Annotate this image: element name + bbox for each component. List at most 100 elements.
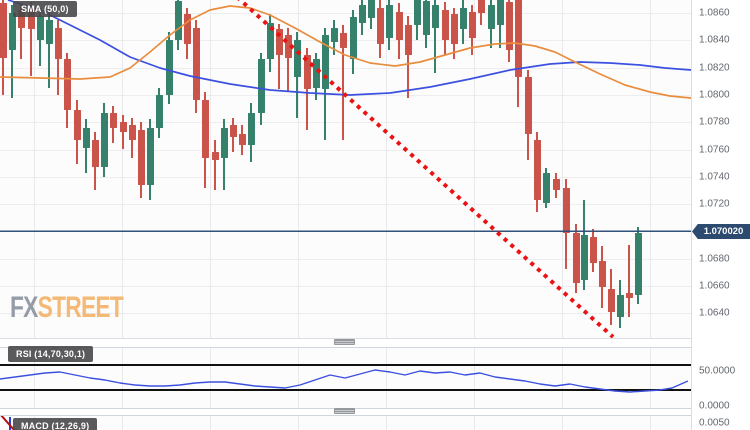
price-tick-label: 1.0820 [699,62,730,74]
time-gridline [650,348,651,408]
candle-body [17,10,25,28]
candle-body [514,0,522,78]
rsi-panel-canvas[interactable] [0,347,691,409]
time-gridline [474,0,475,338]
candle-body [634,232,642,296]
price-tick-label: 1.0840 [699,34,730,46]
time-gridline [34,0,35,338]
candle-body [128,124,136,140]
rsi-band-line [0,389,691,391]
candle-body [607,288,615,312]
price-gridline [0,13,691,14]
candle-body [321,34,329,90]
price-chart-canvas[interactable]: FXSTREET [0,0,691,339]
candle-body [165,40,173,95]
time-gridline [122,416,123,430]
candle-body [358,4,366,23]
candle-body [119,122,127,132]
time-gridline [562,0,563,338]
candle-body [146,127,154,185]
candle-body [496,0,504,26]
candle-wick [20,3,22,60]
candle-body [247,112,255,146]
time-gridline [298,416,299,430]
time-gridline [562,348,563,408]
time-gridline [298,348,299,408]
macd-indicator-badge[interactable]: MACD (12,26,9) [13,418,98,430]
rsi-indicator-badge[interactable]: RSI (14,70,30,1) [8,346,94,362]
price-tick-label: 1.0660 [699,280,730,292]
candle-body [441,10,449,41]
price-gridline [0,177,691,178]
candle-body [413,0,421,26]
time-gridline [650,416,651,430]
macd-lines-svg [0,416,16,430]
candle-body [422,0,430,35]
candle-body [580,235,588,281]
price-gridline [0,286,691,287]
candle-body [468,11,476,38]
candle-body [8,12,16,50]
candle-body [572,232,580,284]
candle-body [505,2,513,50]
candle-body [0,3,7,58]
candle-body [598,261,606,288]
time-gridline [210,348,211,408]
time-gridline [562,416,563,430]
candle-body [625,292,633,299]
rsi-panel-resize-handle[interactable] [334,339,355,345]
price-tick-label: 1.0780 [699,116,730,128]
candle-body [211,152,219,161]
candle-body [63,59,71,110]
candle-body [27,7,35,30]
candle-wick [122,115,124,150]
candle-body [192,27,200,101]
candle-body [533,139,541,200]
candle-body [45,19,53,45]
candle-body [524,77,532,135]
watermark-fx: FX [10,291,38,324]
time-gridline [474,348,475,408]
candle-body [616,295,624,318]
rsi-tick-label: 0.0000 [699,400,730,412]
candle-wick [30,2,32,76]
price-gridline [0,204,691,205]
candle-wick [214,139,216,191]
price-tick-label: 1.0720 [699,198,730,210]
candle-body [220,127,228,158]
price-scale[interactable]: 1.070020 1.0860 1.0840 1.0820 1.0800 1.0780 1… [691,0,750,430]
time-gridline [210,0,211,338]
candle-body [589,236,597,263]
candle-body [552,179,560,191]
price-gridline [0,313,691,314]
candle-body [431,4,439,28]
candle-body [487,4,495,30]
candle-body [275,29,283,56]
macd-tick-label: 0.0050 [699,417,730,429]
candle-body [284,34,292,58]
candle-body [155,94,163,128]
price-gridline [0,259,691,260]
price-tick-label: 1.0760 [699,144,730,156]
candle-body [229,124,237,138]
macd-panel-resize-handle[interactable] [334,408,355,414]
candle-body [477,0,485,13]
time-gridline [122,348,123,408]
price-tick-label: 1.0680 [699,253,730,265]
fxstreet-watermark: FXSTREET [10,291,124,325]
candle-body [330,27,338,42]
price-tick-label: 1.0800 [699,89,730,101]
price-gridline [0,122,691,123]
candle-body [404,25,412,56]
rsi-line-svg [0,369,689,393]
time-gridline [386,348,387,408]
price-overlays [0,0,691,338]
candle-body [293,40,301,78]
candle-wick [628,244,630,318]
candle-body [100,112,108,168]
candle-body [266,22,274,60]
price-tick-label: 1.0640 [699,307,730,319]
macd-panel-canvas[interactable] [0,415,691,430]
sma-indicator-badge[interactable]: SMA (50,0) [13,1,77,17]
